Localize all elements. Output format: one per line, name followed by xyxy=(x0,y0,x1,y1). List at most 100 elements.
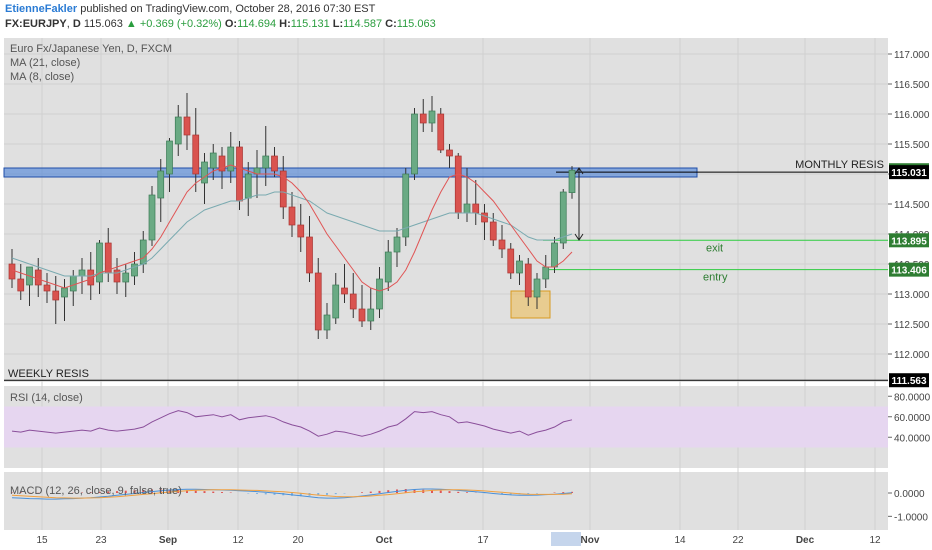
candle-up xyxy=(568,169,576,193)
time-axis[interactable]: 15 23 Sep 12 20 Oct 17 Nov 14 22 Dec 12 xyxy=(36,535,881,546)
candle-up xyxy=(201,161,208,184)
candle-up xyxy=(542,266,550,280)
candle-down xyxy=(341,287,348,295)
ma21-line xyxy=(11,191,573,277)
candle-down xyxy=(43,284,51,292)
candle-up xyxy=(244,173,252,199)
candle-up xyxy=(96,242,103,283)
candle-up xyxy=(376,278,383,310)
price-badge-label: 111.563 xyxy=(891,376,926,387)
symbol-label: FX:EURJPY xyxy=(5,18,67,30)
price-chart[interactable]: Euro Fx/Japanese Yen, D, FXCM MA (21, cl… xyxy=(0,34,932,550)
close-label: C: xyxy=(385,18,397,30)
candle-down xyxy=(8,263,16,280)
candle-down xyxy=(419,113,427,124)
candle-down xyxy=(454,155,462,214)
signal-line xyxy=(11,489,573,499)
candle-down xyxy=(183,116,191,136)
rsi-band xyxy=(4,406,888,448)
open-value: 114.694 xyxy=(237,18,277,30)
candle-up xyxy=(533,278,541,298)
candle-down xyxy=(236,146,243,202)
rsi-axis: 80.0000 60.0000 40.0000 xyxy=(888,392,931,444)
quote-line: FX:EURJPY, D 115.063 ▲ +0.369 (+0.32%) O… xyxy=(5,18,436,30)
price-tick-label: 116.500 xyxy=(894,80,930,91)
price-tick-label: 116.000 xyxy=(894,110,930,121)
candle-down xyxy=(104,242,112,274)
candle-down xyxy=(481,212,488,223)
candle-up xyxy=(411,113,418,175)
rsi-legend: RSI (14, close) xyxy=(10,392,83,404)
rsi-line xyxy=(11,410,573,437)
candle-up xyxy=(551,242,558,268)
candle-up xyxy=(428,110,436,124)
publish-info: published on TradingView.com, October 28… xyxy=(80,3,376,15)
macd-tick-label: 0.0000 xyxy=(894,489,925,500)
high-value: 115.131 xyxy=(290,18,330,30)
price-tick-label: 114.500 xyxy=(894,200,930,211)
change-value: +0.369 (+0.32%) xyxy=(139,18,222,30)
candle-down xyxy=(218,155,226,172)
macd-histogram xyxy=(11,489,573,497)
candle-down xyxy=(52,290,60,301)
candle-down xyxy=(279,170,287,208)
price-tick-label: 113.000 xyxy=(894,290,930,301)
macd-tick-label: -1.0000 xyxy=(894,512,928,523)
candle-up xyxy=(174,116,182,145)
candle-up xyxy=(332,284,340,319)
weekly-resis-label: WEEKLY RESIS xyxy=(8,368,89,380)
up-arrow-icon: ▲ xyxy=(125,18,137,30)
price-tick-label: 115.500 xyxy=(894,140,930,151)
price-badge xyxy=(889,165,929,180)
time-tick-label: 15 xyxy=(36,535,48,546)
ma8-line xyxy=(11,164,573,292)
candle-up xyxy=(139,239,147,265)
candle-up xyxy=(367,308,375,322)
price-badge-label: 113.895 xyxy=(891,236,927,247)
time-tick-label: 23 xyxy=(95,535,107,546)
interval-label: D xyxy=(72,18,81,30)
candle-down xyxy=(446,149,453,157)
price-badge xyxy=(889,262,929,277)
macd-axis: 0.0000 -1.0000 xyxy=(888,489,928,523)
candle-up xyxy=(148,194,156,241)
candle-up xyxy=(384,251,392,283)
candle-down xyxy=(349,293,357,310)
low-label: L: xyxy=(332,18,344,30)
high-label: H: xyxy=(279,18,291,30)
arrow-head-down xyxy=(574,233,584,241)
macd-legend: MACD (12, 26, close, 9, false, true) xyxy=(10,485,182,497)
last-price: 115.063 xyxy=(83,18,123,30)
candle-down xyxy=(34,269,42,286)
time-tick-label: 12 xyxy=(232,535,244,546)
entry-label: entry xyxy=(703,272,728,284)
candle-down xyxy=(271,155,278,172)
candle-down xyxy=(358,308,366,322)
time-tick-label: 20 xyxy=(292,535,304,546)
price-tick-label: 117.000 xyxy=(894,50,930,61)
candle-up xyxy=(227,146,235,172)
candle-down xyxy=(306,236,313,274)
candle-down xyxy=(498,239,506,250)
macd-pane xyxy=(4,472,888,530)
candle-down xyxy=(489,221,497,241)
publish-line: EtienneFakler published on TradingView.c… xyxy=(5,3,375,15)
close-value: 115.063 xyxy=(396,18,436,30)
price-tick-label: 112.000 xyxy=(894,350,930,361)
candle-up xyxy=(78,269,86,277)
current-date-highlight xyxy=(551,532,581,546)
candle-up xyxy=(516,260,523,274)
candle-up xyxy=(463,203,471,214)
author-link[interactable]: EtienneFakler xyxy=(5,3,78,15)
macd-line xyxy=(11,488,573,500)
time-tick-label: 12 xyxy=(869,535,881,546)
candle-down xyxy=(524,263,532,298)
candle-down xyxy=(288,206,296,226)
candle-up xyxy=(209,152,217,169)
candle-up xyxy=(131,263,138,277)
candle-down xyxy=(314,272,322,331)
exit-label: exit xyxy=(706,242,723,254)
candle-down xyxy=(192,134,200,175)
price-pane xyxy=(4,38,888,382)
